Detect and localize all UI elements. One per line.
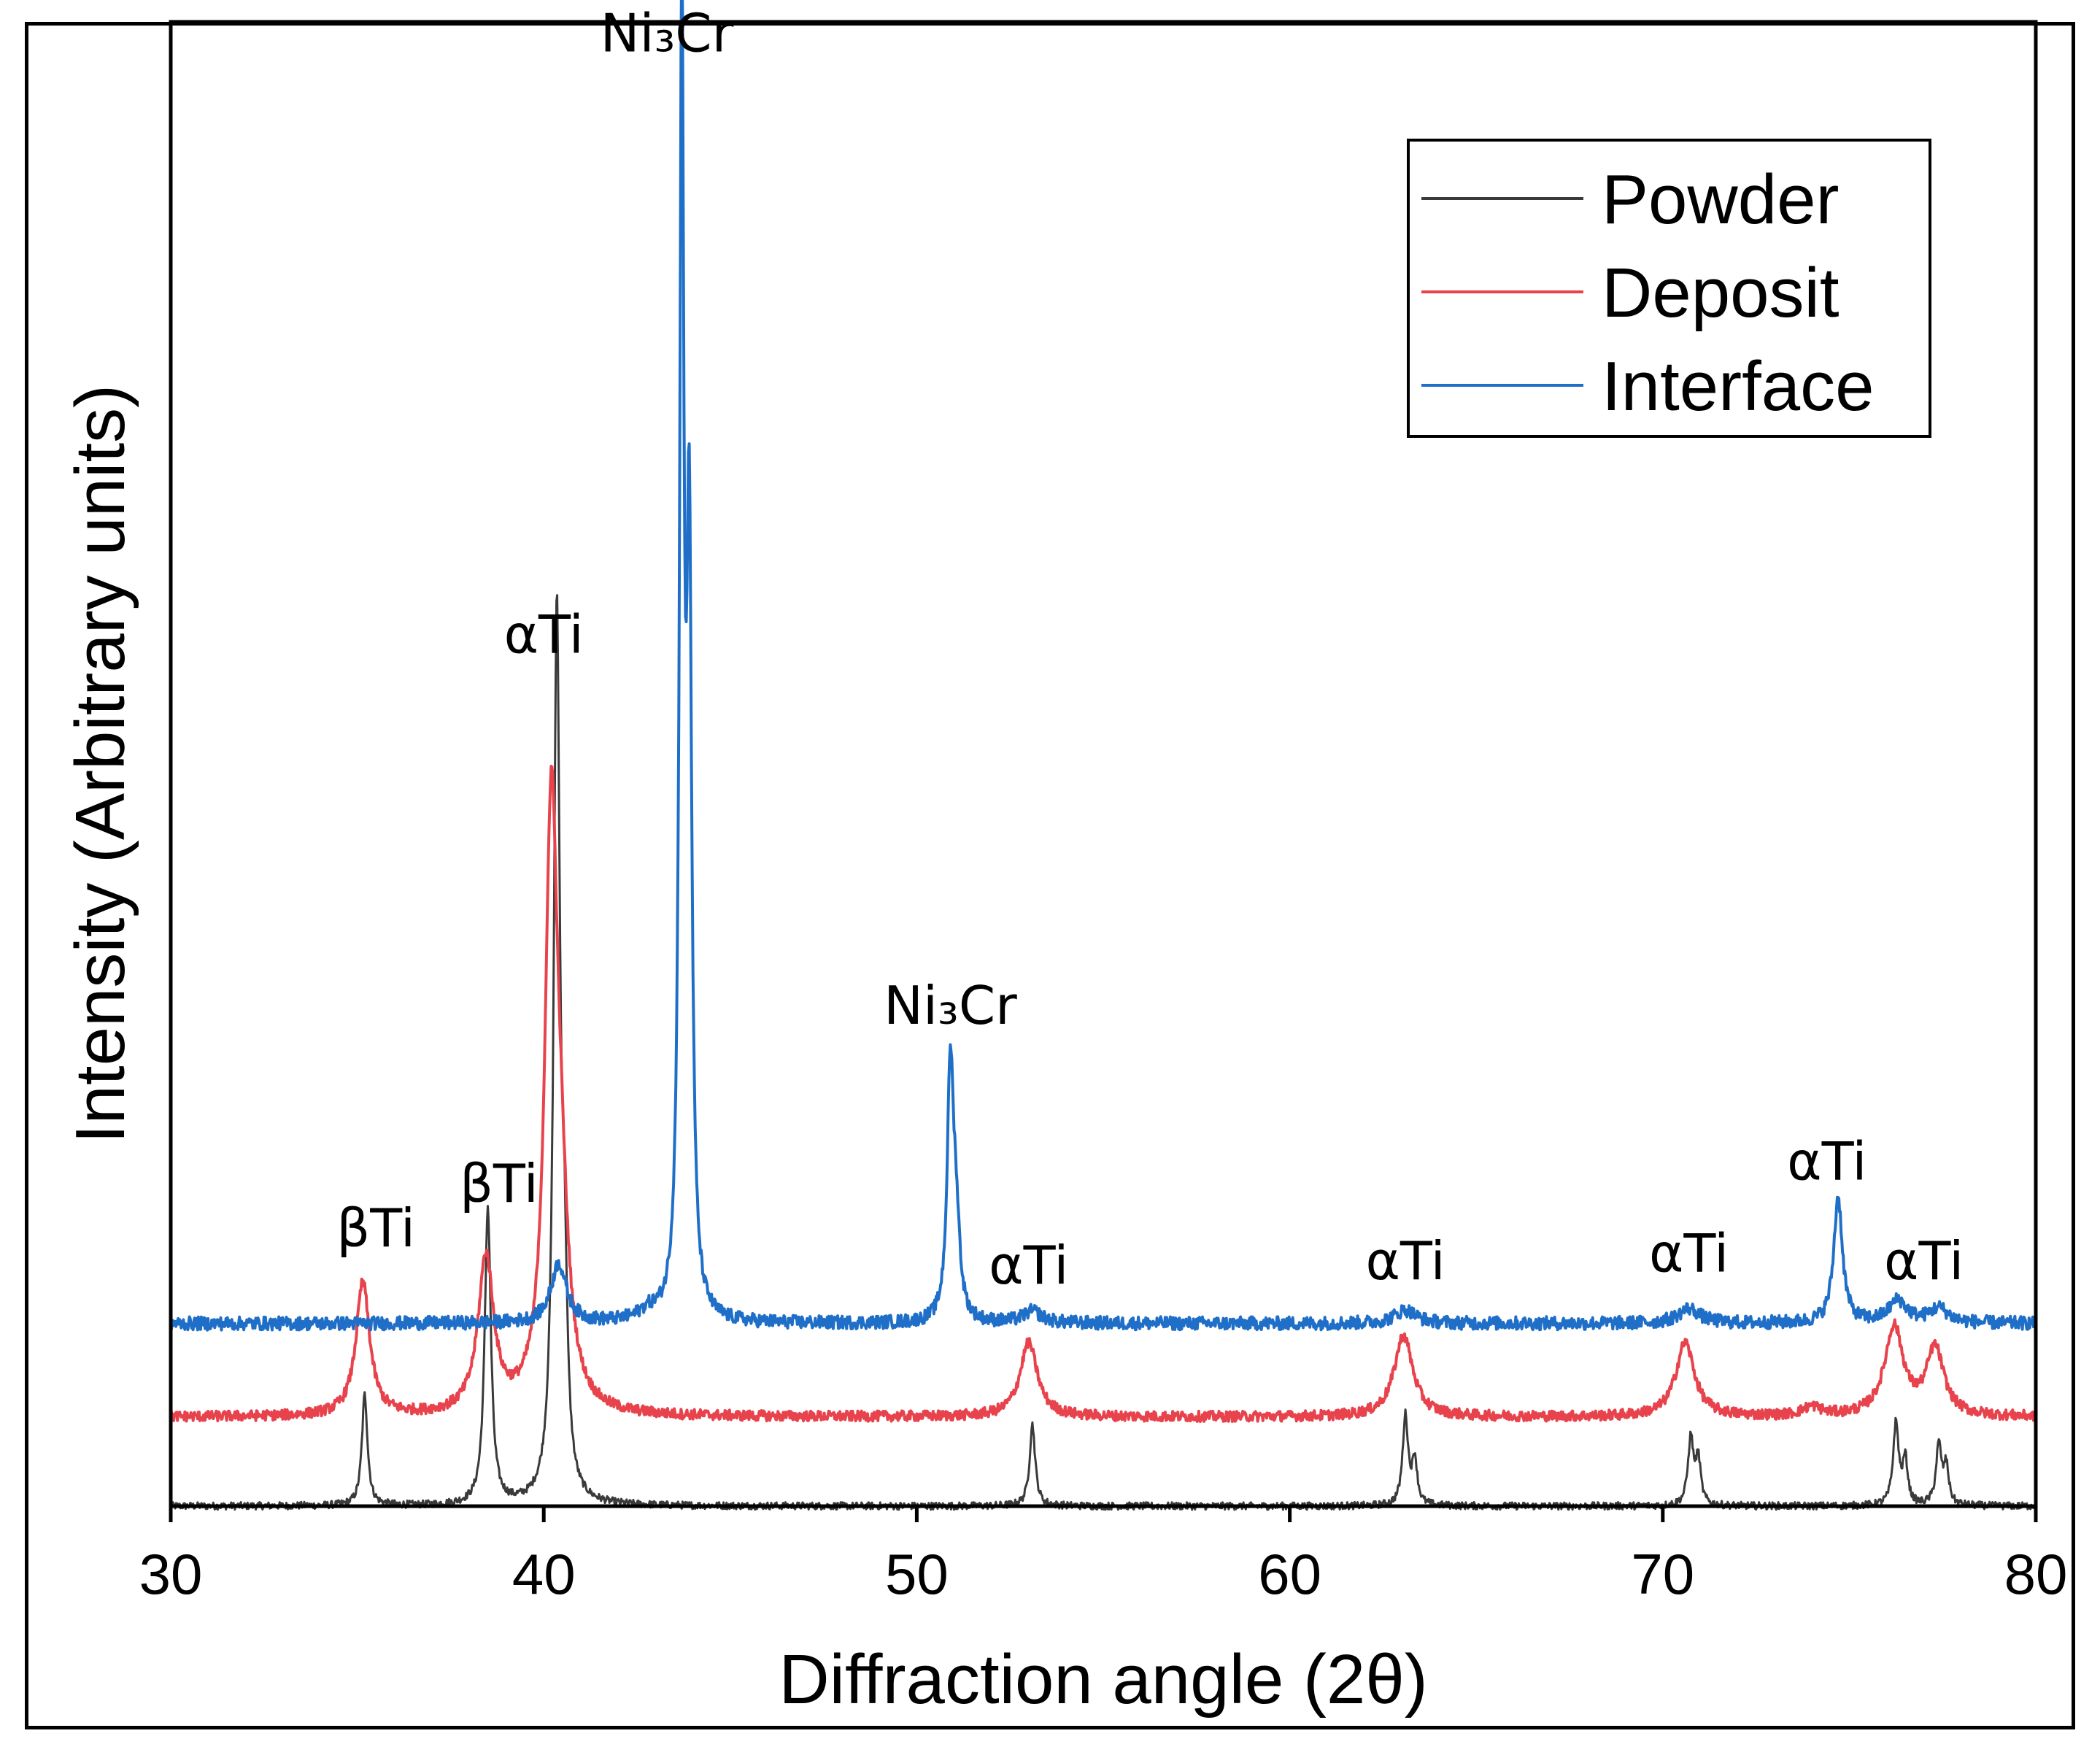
- peak-label: αTi: [989, 1235, 1068, 1296]
- x-tick-label: 70: [1631, 1542, 1694, 1606]
- series-line-deposit: [169, 765, 2037, 1423]
- plot-area-border: [169, 20, 2038, 1508]
- x-tick-label: 60: [1258, 1542, 1321, 1606]
- x-axis: 30 40 50 60 70 80: [139, 1506, 2068, 1606]
- x-tick-label: 40: [512, 1542, 576, 1606]
- legend-label-powder: Powder: [1602, 161, 1840, 239]
- peak-label: αTi: [1884, 1230, 1964, 1292]
- series-line-interface: [169, 0, 2037, 1332]
- peak-label: αTi: [1365, 1230, 1445, 1292]
- x-tick-label: 30: [139, 1542, 203, 1606]
- peak-label: αTi: [1649, 1223, 1729, 1284]
- series-line-powder: [169, 594, 2037, 1511]
- legend-label-deposit: Deposit: [1602, 254, 1840, 332]
- peak-label: βTi: [460, 1153, 538, 1214]
- peak-label: αTi: [504, 603, 584, 665]
- peak-label: βTi: [336, 1197, 415, 1259]
- x-axis-title: Diffraction angle (2θ): [779, 1640, 1427, 1719]
- legend-box: [1407, 139, 1931, 438]
- peak-label: Ni₃Cr: [601, 3, 734, 64]
- legend: Powder Deposit Interface: [1407, 139, 1931, 438]
- x-tick-label: 50: [885, 1542, 949, 1606]
- legend-label-interface: Interface: [1602, 347, 1875, 425]
- x-tick-label: 80: [2004, 1542, 2068, 1606]
- peak-label: Ni₃Cr: [884, 975, 1017, 1036]
- y-axis-title: Intensity (Arbitrary units): [61, 385, 139, 1143]
- peak-label: αTi: [1787, 1131, 1867, 1192]
